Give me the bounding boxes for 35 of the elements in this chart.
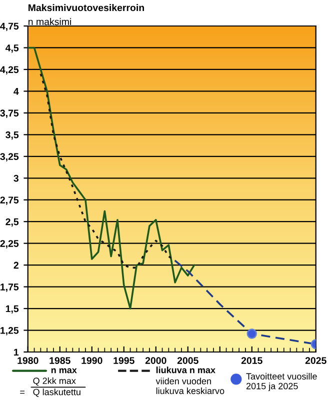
y-tick-label: 3 bbox=[14, 174, 18, 182]
line-series bbox=[40, 72, 176, 269]
legend-label: Tavoitteet vuosille 2015 ja 2025 bbox=[246, 372, 317, 392]
y-tick-label: 1,75 bbox=[0, 284, 19, 292]
legend-label: n max bbox=[51, 368, 77, 374]
text: Q 2kk max bbox=[33, 377, 76, 386]
y-tick-label: 1,5 bbox=[6, 305, 19, 314]
x-tick-label: 1995 bbox=[114, 357, 134, 364]
x-tick-label: 1985 bbox=[50, 357, 70, 364]
line-series bbox=[28, 46, 196, 310]
text: viiden vuoden liukuva keskiarvo bbox=[156, 378, 224, 394]
x-tick-label: 2025 bbox=[305, 357, 326, 364]
y-tick-label: 2,5 bbox=[6, 218, 19, 227]
y-tick-label: 4 bbox=[14, 88, 19, 95]
text: Q laskutettu bbox=[33, 388, 80, 397]
legend-label: liukuva n max bbox=[156, 366, 216, 374]
x-tick-label: 2015 bbox=[241, 357, 262, 364]
y-tick-label: 4,5 bbox=[5, 44, 19, 53]
y-tick-label: 3,5 bbox=[6, 131, 19, 140]
y-tick-label: 2,75 bbox=[0, 196, 19, 205]
chart-title: Maksimivuotovesikerroin bbox=[28, 4, 144, 12]
y-tick-label: 3,25 bbox=[0, 153, 19, 162]
text: = bbox=[20, 390, 25, 394]
y-tick-label: 1 bbox=[14, 348, 19, 356]
y-tick-label: 2 bbox=[14, 262, 18, 269]
x-tick-label: 1980 bbox=[18, 357, 38, 364]
x-tick-label: 2005 bbox=[177, 357, 198, 364]
chart-subtitle: n maksimi bbox=[28, 18, 71, 26]
x-tick-label: 1990 bbox=[82, 357, 102, 364]
x-tick-label: 2000 bbox=[145, 357, 166, 364]
y-tick-label: 4,25 bbox=[0, 66, 19, 74]
y-tick-label: 3,75 bbox=[0, 110, 19, 118]
y-tick-label: 2,25 bbox=[0, 240, 19, 248]
y-tick-label: 1,25 bbox=[0, 327, 19, 336]
y-tick-label: 4,75 bbox=[0, 22, 19, 32]
